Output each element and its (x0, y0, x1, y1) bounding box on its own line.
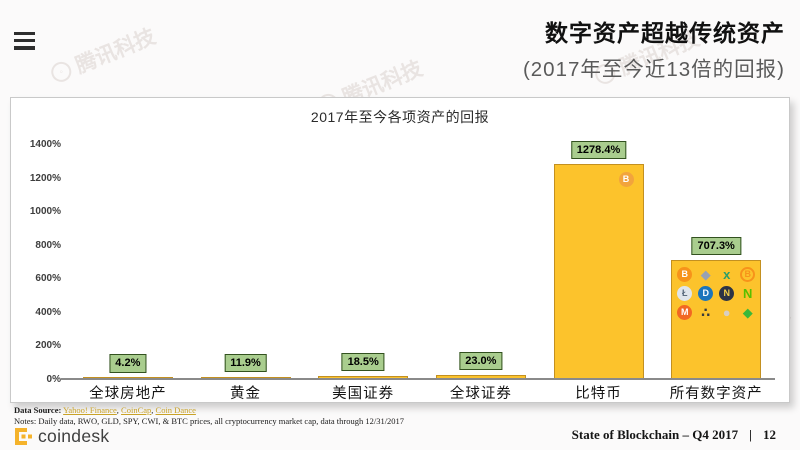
iota-icon: ∴ (701, 305, 711, 321)
monero-icon: M (677, 305, 693, 321)
faded-coin-icon: ● (722, 305, 731, 321)
bar-chart-plot: 1400% 1200% 1000% 800% 600% 400% 200% 0% 4.2% 11… (30, 139, 775, 385)
bar-value-label: 4.2% (109, 354, 147, 373)
y-axis-tick: 200% (35, 340, 61, 352)
x-axis-label: 美国证券 (332, 386, 395, 402)
y-axis-tick: 1200% (29, 172, 61, 184)
bar-value-label: 18.5% (341, 352, 385, 371)
bar-5: B (553, 164, 644, 379)
bar-column: 23.0% (422, 144, 540, 379)
x-axis-label: 所有数字资产 (669, 386, 763, 402)
bar-value-label: 11.9% (224, 353, 267, 373)
y-axis-tick: 0% (46, 374, 61, 385)
menu-icon[interactable] (14, 32, 35, 54)
bar-column: 11.9% (187, 144, 305, 379)
source-link[interactable]: Coin Dance (155, 405, 196, 415)
neo-icon: N (742, 286, 753, 302)
y-axis-tick: 400% (35, 306, 61, 318)
x-axis-label: 全球证券 (449, 386, 512, 402)
bar-column: 1278.4% B (540, 141, 658, 379)
litecoin-icon: Ł (677, 286, 693, 302)
nem-icon: N (719, 286, 735, 302)
bar-value-label: 23.0% (459, 351, 503, 371)
report-title: State of Blockchain – Q4 2017 (571, 427, 739, 442)
y-axis-tick: 1400% (29, 139, 61, 150)
ethereum-icon: ◆ (700, 267, 711, 283)
bitcoin-icon: B (677, 267, 693, 283)
page-subtitle: (2017年至今近13倍的回报) (522, 58, 785, 81)
coindesk-logo: coindesk (15, 426, 109, 447)
notes-line: Notes: Daily data, RWO, GLD, SPY, CWI, &… (14, 416, 405, 427)
bar-column: 18.5% (304, 144, 422, 379)
bitcoin-icon: B (618, 172, 634, 188)
bar-6: B ◆ x B Ł D N N M ∴ ● ◆ (671, 260, 762, 379)
x-axis-label: 比特币 (575, 386, 622, 402)
header: 数字资产超越传统资产 (2017年至今近13倍的回报) (523, 14, 785, 82)
chart-card: 2017年至今各项资产的回报 1400% 1200% 1000% 800% 600% 40… (10, 97, 790, 403)
x-axis-labels: 全球房地产 黄金 美国证券 全球证券 比特币 所有数字资产 (69, 382, 775, 403)
watermark-text: 腾讯科技 (72, 25, 159, 78)
data-source-links: Yahoo! Finance, CoinCap, Coin Dance (63, 405, 196, 415)
y-axis-tick: 600% (35, 273, 61, 285)
x-axis-line (61, 378, 775, 380)
page-title: 数字资产超越传统资产 (545, 20, 785, 46)
bar-column: 4.2% (69, 144, 187, 379)
bar-column: 707.3% B ◆ x B Ł D N N M ∴ ● ◆ (657, 144, 775, 379)
bar-value-label: 1278.4% (570, 141, 627, 160)
footer-divider: | (749, 427, 752, 442)
ethereum-classic-icon: ◆ (742, 305, 753, 321)
menu-bar (14, 46, 35, 50)
footnotes: Data Source: Yahoo! Finance, CoinCap, Co… (14, 405, 404, 427)
x-axis-label: 全球房地产 (89, 386, 167, 402)
dash-icon: D (698, 286, 714, 302)
watermark-logo-icon: ◦ (48, 58, 75, 85)
data-source-line: Data Source: Yahoo! Finance, CoinCap, Co… (14, 405, 404, 416)
x-axis-label: 黄金 (230, 386, 261, 402)
bitcoin-cash-icon: B (740, 267, 756, 283)
y-axis-tick: 800% (35, 239, 61, 251)
crypto-icons-grid: B ◆ x B Ł D N N M ∴ ● ◆ (676, 267, 756, 321)
chart-title: 2017年至今各项资产的回报 (310, 109, 490, 125)
data-source-label: Data Source: (14, 405, 62, 415)
source-link[interactable]: Yahoo! Finance (63, 405, 117, 415)
coindesk-wordmark: coindesk (38, 426, 110, 446)
bars-container: 4.2% 11.9% 18.5% 23.0% 1278.4% B 707.3% B ◆ x B Ł D N… (69, 141, 775, 379)
menu-bar (14, 32, 35, 36)
coindesk-icon (15, 428, 32, 445)
footer-right: State of Blockchain – Q4 2017 | 12 (572, 427, 776, 443)
source-link[interactable]: CoinCap (121, 405, 152, 415)
tencent-tech-watermark: ◦腾讯科技 (46, 20, 159, 89)
menu-bar (14, 39, 35, 43)
page-number: 12 (763, 427, 776, 442)
ripple-icon: x (723, 267, 731, 283)
y-axis-tick: 1000% (29, 206, 61, 218)
bar-value-label: 707.3% (691, 236, 741, 256)
